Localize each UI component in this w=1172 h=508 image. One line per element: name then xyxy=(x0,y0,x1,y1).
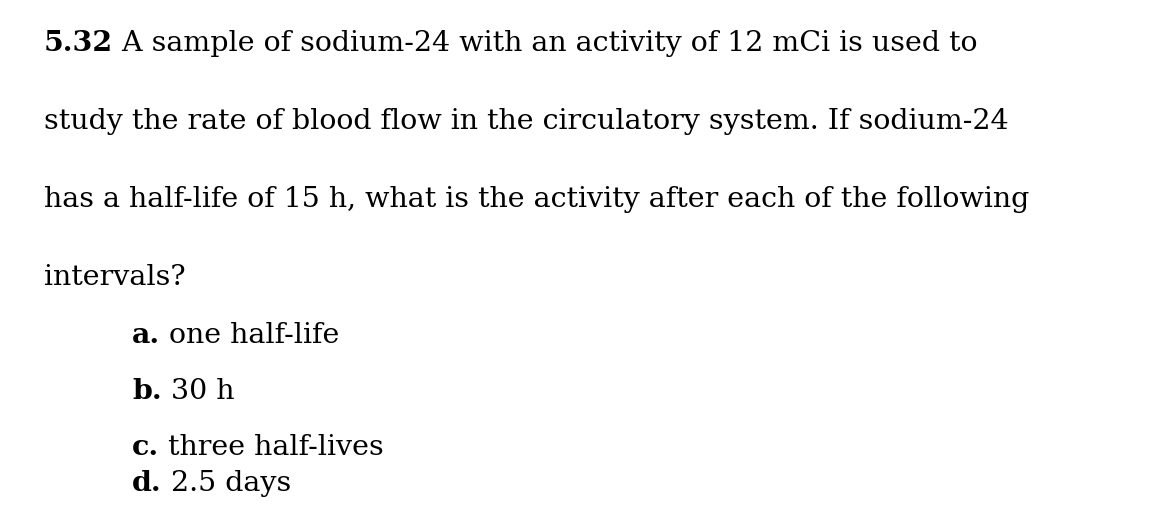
Text: intervals?: intervals? xyxy=(45,264,185,291)
Text: 2.5 days: 2.5 days xyxy=(162,470,291,497)
Text: three half-lives: three half-lives xyxy=(159,434,384,461)
Text: 30 h: 30 h xyxy=(162,378,234,405)
Text: study the rate of blood flow in the circulatory system. If sodium-24: study the rate of blood flow in the circ… xyxy=(45,108,1009,135)
Text: b.: b. xyxy=(132,378,162,405)
Text: A sample of sodium-24 with an activity of 12 mCi is used to: A sample of sodium-24 with an activity o… xyxy=(114,30,977,57)
Text: has a half-life of 15 h, what is the activity after each of the following: has a half-life of 15 h, what is the act… xyxy=(45,186,1029,213)
Text: one half-life: one half-life xyxy=(161,322,340,349)
Text: 5.32: 5.32 xyxy=(45,30,114,57)
Text: c.: c. xyxy=(132,434,159,461)
Text: d.: d. xyxy=(132,470,162,497)
Text: a.: a. xyxy=(132,322,161,349)
